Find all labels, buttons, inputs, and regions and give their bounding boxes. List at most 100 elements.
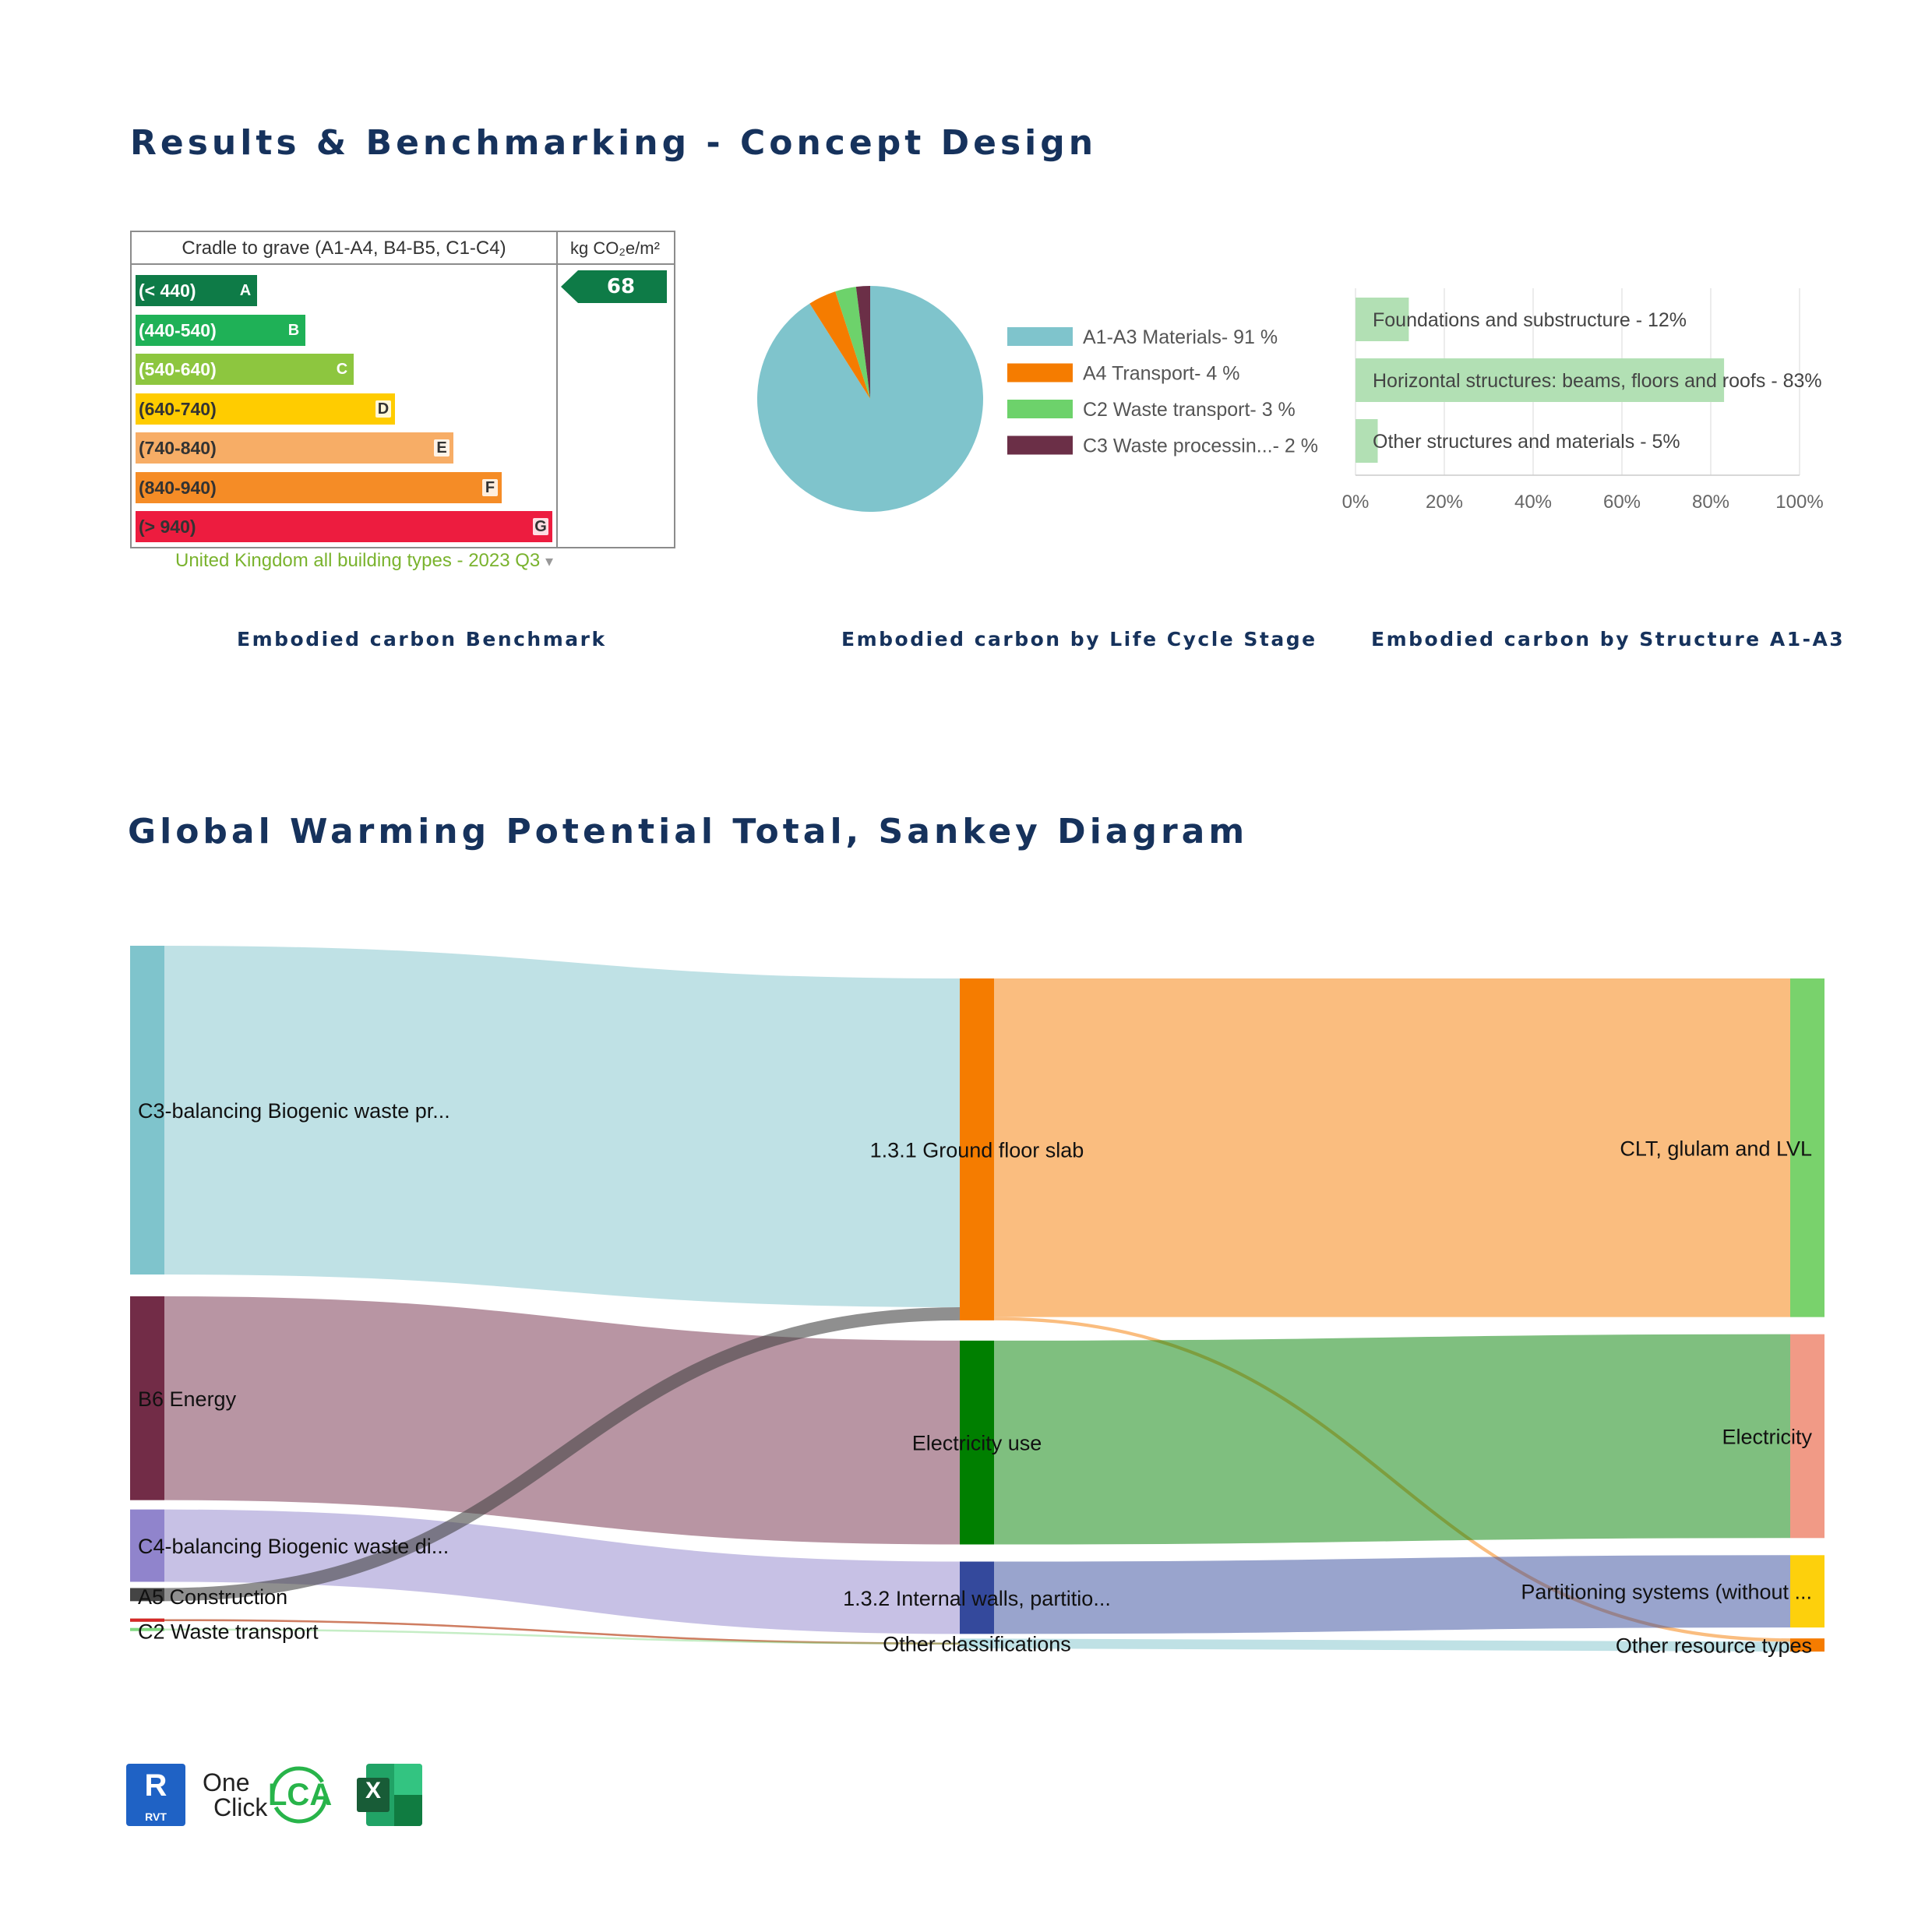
sankey-node-label-10: Other classifications — [883, 1633, 1071, 1656]
sankey-node-label-3: A5 Construction — [138, 1585, 287, 1609]
sankey-links — [164, 946, 1791, 1652]
excel-logo-sheet-bottom — [394, 1795, 422, 1826]
sankey-link-6 — [993, 1334, 1791, 1545]
benchmark-band-range: (740-840) — [139, 438, 217, 458]
sankey-node-8 — [960, 1340, 994, 1545]
oneclick-one: One — [203, 1768, 250, 1796]
pie-legend-swatch-3 — [1007, 435, 1073, 455]
benchmark-band-c: (540-640) C — [136, 354, 354, 385]
sankey-link-1 — [164, 1296, 961, 1545]
sankey-node-6 — [130, 1627, 164, 1631]
lca-ring-icon — [270, 1766, 328, 1824]
pie-legend-label-1: A4 Transport- 4 % — [1083, 363, 1239, 385]
bar-x-tick: 60% — [1603, 492, 1641, 513]
benchmark-arrow-shape — [561, 270, 667, 303]
benchmark-source-label: United Kingdom all building types - 2023… — [175, 550, 541, 571]
bar-x-tick: 0% — [1342, 492, 1370, 513]
sankey-link-7 — [993, 1555, 1791, 1634]
benchmark-source-dropdown[interactable]: United Kingdom all building types - 2023… — [175, 550, 553, 572]
sankey-node-11 — [1790, 978, 1824, 1317]
sankey-node-0 — [130, 946, 164, 1274]
benchmark-band-range: (> 940) — [139, 516, 196, 537]
sankey-minor-link-0 — [164, 1619, 961, 1645]
sankey-node-label-14: Other resource types — [1616, 1634, 1812, 1658]
revit-logo: R RVT — [126, 1764, 185, 1826]
benchmark-band-range: (540-640) — [139, 359, 217, 379]
lifecycle-pie-chart: A1-A3 Materials- 91 % A4 Transport- 4 % C2… — [757, 286, 1318, 512]
page-title: Results & Benchmarking - Concept Design — [130, 123, 1098, 163]
sankey-node-label-13: Partitioning systems (without ... — [1521, 1581, 1812, 1604]
benchmark-band-f: (840-940) F — [136, 471, 502, 503]
revit-logo-letter: R — [144, 1768, 167, 1803]
benchmark-value-arrow: 68 — [561, 270, 667, 303]
revit-logo-sub: RVT — [145, 1810, 167, 1823]
sankey-node-label-6: C2 Waste transport — [138, 1620, 319, 1644]
structure-bar-chart: 0% 20% 40% 60% 80% 100% Foundations and substr… — [1342, 288, 1824, 513]
sankey-node-label-1: B6 Energy — [138, 1387, 237, 1411]
benchmark-band-range: (440-540) — [139, 319, 217, 340]
structure-bar-label-0: Foundations and substructure - 12% — [1373, 309, 1687, 331]
bar-x-tick: 100% — [1775, 492, 1823, 513]
sankey-node-7 — [960, 978, 994, 1320]
benchmark-divider — [556, 232, 558, 547]
sankey-link-0 — [164, 946, 961, 1307]
sankey-diagram: C3-balancing Biogenic waste pr... B6 Ener… — [130, 946, 1824, 1658]
sankey-node-1 — [130, 1296, 164, 1500]
sankey-node-9 — [960, 1561, 994, 1634]
pie-legend-label-2: C2 Waste transport- 3 % — [1083, 399, 1296, 421]
benchmark-band-letter: C — [336, 361, 348, 378]
sankey-node-13 — [1790, 1555, 1824, 1628]
pie-legend-label-3: C3 Waste processin...- 2 % — [1083, 435, 1318, 457]
pie-legend-swatch-2 — [1007, 400, 1073, 418]
structure-bar-1 — [1356, 358, 1725, 402]
sankey-title: Global Warming Potential Total, Sankey D… — [128, 812, 1249, 851]
lca-text: LCA — [268, 1778, 333, 1812]
bar-x-tick: 20% — [1426, 492, 1463, 513]
pie-slice-2 — [835, 287, 870, 399]
caption-structure: Embodied carbon by Structure A1-A3 — [1371, 628, 1846, 650]
sankey-node-12 — [1790, 1334, 1824, 1539]
caption-lifecycle: Embodied carbon by Life Cycle Stage — [841, 628, 1317, 650]
structure-bar-label-2: Other structures and materials - 5% — [1373, 431, 1680, 453]
sankey-node-label-0: C3-balancing Biogenic waste pr... — [138, 1099, 450, 1123]
benchmark-band-e: (740-840) E — [136, 432, 453, 464]
chevron-down-icon: ▾ — [545, 553, 553, 570]
pie-legend-label-0: A1-A3 Materials- 91 % — [1083, 326, 1278, 348]
sankey-nodes: C3-balancing Biogenic waste pr... B6 Ener… — [130, 946, 1824, 1658]
bar-x-tick: 40% — [1514, 492, 1552, 513]
sankey-link-3 — [164, 1307, 961, 1602]
benchmark-band-letter: E — [434, 439, 450, 457]
benchmark-header-unit: kg CO₂e/m² — [556, 232, 674, 265]
pie-slice-3 — [855, 286, 870, 399]
sankey-node-label-7: 1.3.1 Ground floor slab — [870, 1138, 1084, 1162]
structure-bar-label-1: Horizontal structures: beams, floors and… — [1373, 370, 1822, 392]
benchmark-band-range: (640-740) — [139, 398, 217, 419]
sankey-link-2 — [164, 1509, 961, 1634]
sankey-node-3 — [130, 1588, 164, 1602]
caption-benchmark: Embodied carbon Benchmark — [237, 628, 607, 650]
sankey-node-5 — [130, 1618, 164, 1622]
sankey-node-10 — [960, 1638, 994, 1649]
sankey-node-2 — [130, 1509, 164, 1582]
benchmark-band-letter: D — [375, 400, 391, 418]
oneclick-logo: One Click — [203, 1764, 267, 1826]
benchmark-band-d: (640-740) D — [136, 393, 395, 425]
lca-logo: LCA — [266, 1764, 337, 1826]
sankey-minor-link-1 — [164, 1619, 961, 1645]
software-logos: R RVT One Click LCA X — [126, 1756, 438, 1826]
pie-slice-1 — [809, 291, 870, 399]
benchmark-band-g: (> 940) G — [136, 511, 552, 542]
pie-legend-swatch-1 — [1007, 363, 1073, 383]
excel-logo: X — [357, 1764, 422, 1826]
structure-bar-2 — [1356, 419, 1378, 463]
sankey-node-14 — [1790, 1638, 1824, 1652]
benchmark-header-left: Cradle to grave (A1-A4, B4-B5, C1-C4) — [132, 232, 556, 265]
benchmark-value: 68 — [606, 275, 636, 298]
sankey-node-label-12: Electricity — [1722, 1425, 1812, 1448]
excel-logo-sheet-top — [394, 1764, 422, 1795]
bar-x-tick: 80% — [1692, 492, 1729, 513]
benchmark-band-letter: B — [287, 321, 300, 339]
benchmark-band-letter: F — [482, 478, 498, 496]
pie-legend-swatch-0 — [1007, 327, 1073, 346]
sankey-node-label-11: CLT, glulam and LVL — [1620, 1137, 1812, 1160]
